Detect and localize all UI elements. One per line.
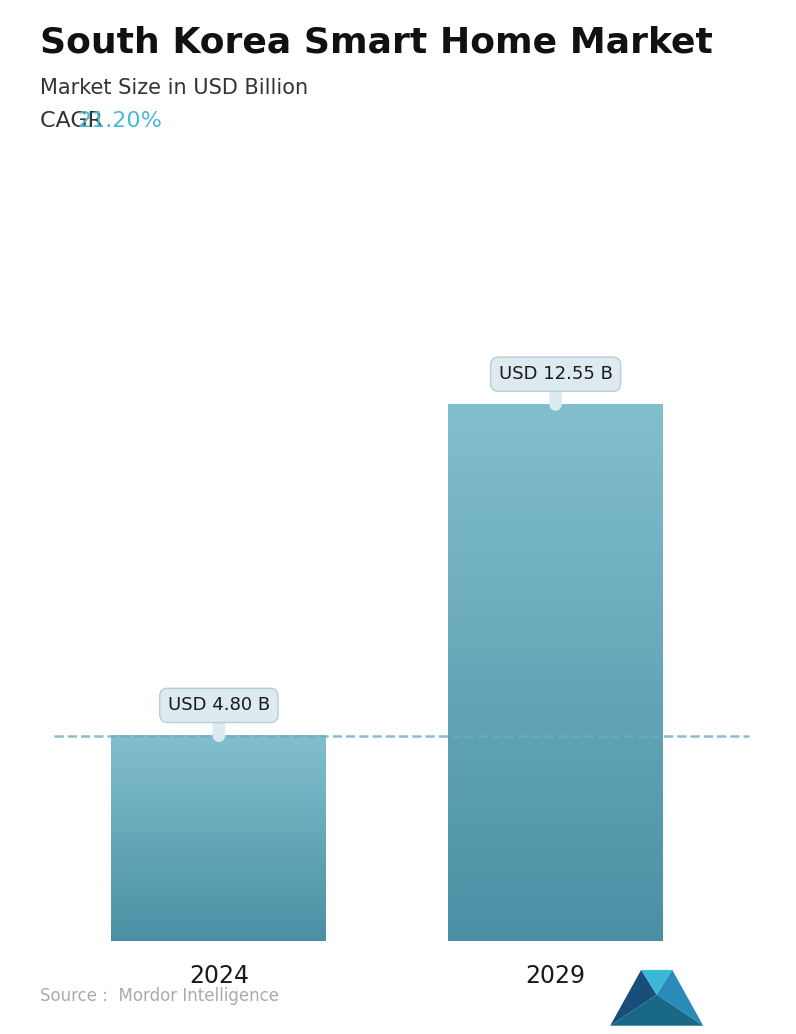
Polygon shape [611, 995, 704, 1026]
Text: South Korea Smart Home Market: South Korea Smart Home Market [40, 26, 712, 60]
Polygon shape [611, 970, 657, 1026]
Text: USD 12.55 B: USD 12.55 B [498, 365, 613, 404]
Text: 2029: 2029 [525, 965, 586, 989]
Polygon shape [657, 970, 704, 1026]
Text: Source :  Mordor Intelligence: Source : Mordor Intelligence [40, 987, 279, 1005]
Text: Market Size in USD Billion: Market Size in USD Billion [40, 78, 308, 97]
Text: USD 4.80 B: USD 4.80 B [168, 697, 270, 736]
Text: 2024: 2024 [189, 965, 249, 989]
Text: 21.20%: 21.20% [78, 111, 162, 130]
Polygon shape [642, 970, 673, 995]
Text: CAGR: CAGR [40, 111, 110, 130]
